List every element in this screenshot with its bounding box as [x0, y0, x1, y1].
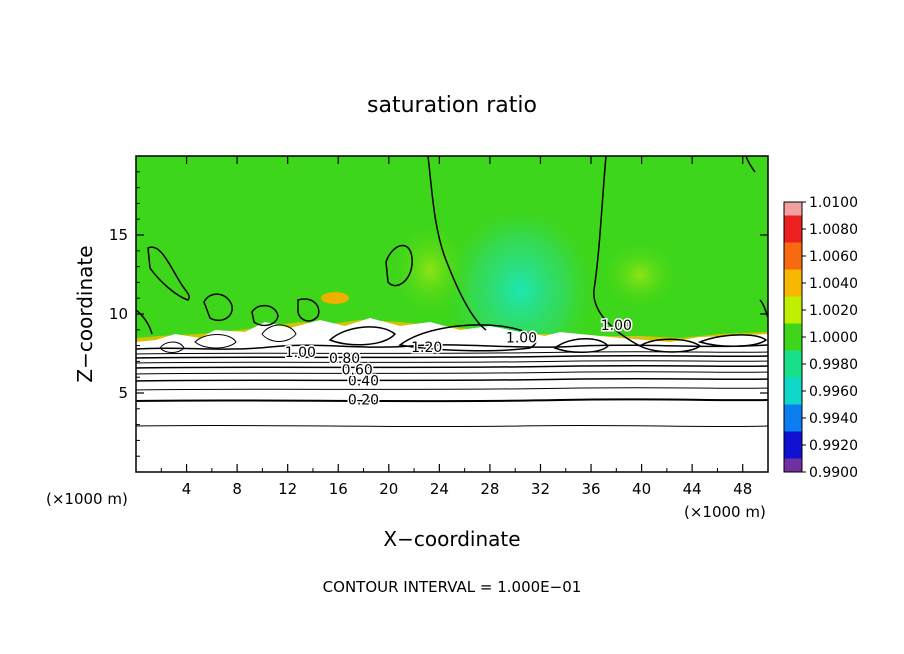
colorbar-swatch — [784, 350, 802, 378]
y-tick-label: 15 — [109, 226, 128, 244]
contour-label: 0.40 — [348, 373, 379, 389]
contour-line — [147, 246, 191, 301]
contour-line — [553, 338, 610, 353]
colorbar-label: 1.0080 — [809, 222, 858, 238]
x-tick-label: 24 — [430, 480, 449, 498]
plot-area — [136, 156, 768, 472]
colorbar-label: 1.0060 — [809, 249, 858, 265]
colorbar-swatch — [784, 202, 802, 216]
x-tick-label: 4 — [182, 480, 192, 498]
colorbar-label: 1.0100 — [809, 195, 858, 211]
colorbar-label: 0.9960 — [809, 384, 858, 400]
contour-label: 1.00 — [506, 331, 537, 347]
colorbar-label: 1.0000 — [809, 330, 858, 346]
x-tick-label: 20 — [379, 480, 398, 498]
contour-line — [697, 334, 768, 348]
contour-line — [593, 156, 641, 347]
x-axis-label: X−coordinate — [383, 527, 520, 551]
contour-line — [136, 354, 768, 359]
colorbar-swatch — [784, 404, 802, 432]
contour-line — [136, 371, 768, 375]
x-tick-label: 28 — [480, 480, 499, 498]
colorbar-swatch — [784, 377, 802, 405]
colorbar-swatch — [784, 215, 802, 243]
contour-label: 1.20 — [411, 340, 442, 356]
x-tick-label: 12 — [278, 480, 297, 498]
colorbar-label: 0.9940 — [809, 411, 858, 427]
contour-line — [385, 244, 413, 287]
contour-line — [136, 360, 768, 364]
contour-label: 0.20 — [348, 392, 379, 408]
contour-line — [159, 341, 185, 353]
contour-line — [136, 424, 768, 428]
colorbar-swatch — [784, 296, 802, 324]
colorbar-label: 0.9920 — [809, 438, 858, 454]
field-high-patch — [600, 240, 680, 310]
colorbar-label: 0.9900 — [809, 465, 858, 481]
colorbar-swatch — [784, 323, 802, 351]
colorbar-swatch — [784, 242, 802, 270]
contour-line — [136, 344, 768, 350]
x-tick-label: 44 — [683, 480, 702, 498]
field-high-patch — [390, 220, 470, 320]
x-tick-label: 36 — [581, 480, 600, 498]
colorbar-label: 1.0040 — [809, 276, 858, 292]
contour-line — [136, 377, 768, 382]
y-tick-label: 10 — [109, 305, 128, 323]
contour-label: 1.00 — [601, 318, 632, 334]
contour-line — [638, 338, 702, 353]
y-tick-label: 5 — [118, 384, 128, 402]
contour-line — [136, 351, 768, 355]
colorbar-swatch — [784, 458, 802, 472]
y-axis-label: Z−coordinate — [73, 245, 97, 382]
x-tick-label: 32 — [531, 480, 550, 498]
colorbar-label: 1.0020 — [809, 303, 858, 319]
contour-line — [427, 156, 487, 331]
x-tick-label: 16 — [329, 480, 348, 498]
x-tick-label: 48 — [733, 480, 752, 498]
contour-label: 0.80 — [329, 351, 360, 367]
x-axis: 4 8 12 16 20 24 28 32 36 40 44 48 — [160, 156, 752, 498]
contour-line — [745, 156, 756, 173]
field-supersaturated-fringe — [321, 292, 349, 304]
contour-interval-note: CONTOUR INTERVAL = 1.000E−01 — [323, 578, 582, 596]
contour-label: 0.60 — [342, 362, 373, 378]
contour-line — [136, 309, 153, 335]
contour-line — [136, 364, 768, 369]
x-axis-unit-right: (×1000 m) — [684, 503, 766, 521]
x-tick-label: 40 — [632, 480, 651, 498]
colorbar-label: 0.9980 — [809, 357, 858, 373]
contour-lines — [136, 156, 768, 428]
contour-line — [398, 324, 537, 352]
contour-line — [261, 324, 297, 342]
colorbar-swatch — [784, 269, 802, 297]
contour-line — [328, 326, 397, 346]
contour-line — [136, 387, 768, 391]
colorbar-swatch — [784, 431, 802, 459]
x-tick-label: 8 — [232, 480, 242, 498]
contour-line — [194, 334, 237, 349]
contour-line — [136, 398, 768, 403]
contour-line — [297, 298, 320, 322]
contour-label: 1.00 — [285, 345, 316, 361]
chart-title: saturation ratio — [367, 93, 537, 118]
contour-line — [251, 304, 279, 327]
contour-labels: 0.20 0.400.600.80 1.00 1.20 1.00 1.00 — [283, 317, 633, 410]
x-axis-unit-left: (×1000 m) — [46, 490, 128, 508]
contour-line — [203, 293, 233, 322]
y-axis: 5 10 15 — [109, 171, 768, 457]
colorbar: 1.0100 1.0080 1.0060 1.0040 1.0020 1.0000 0.99… — [783, 195, 858, 481]
